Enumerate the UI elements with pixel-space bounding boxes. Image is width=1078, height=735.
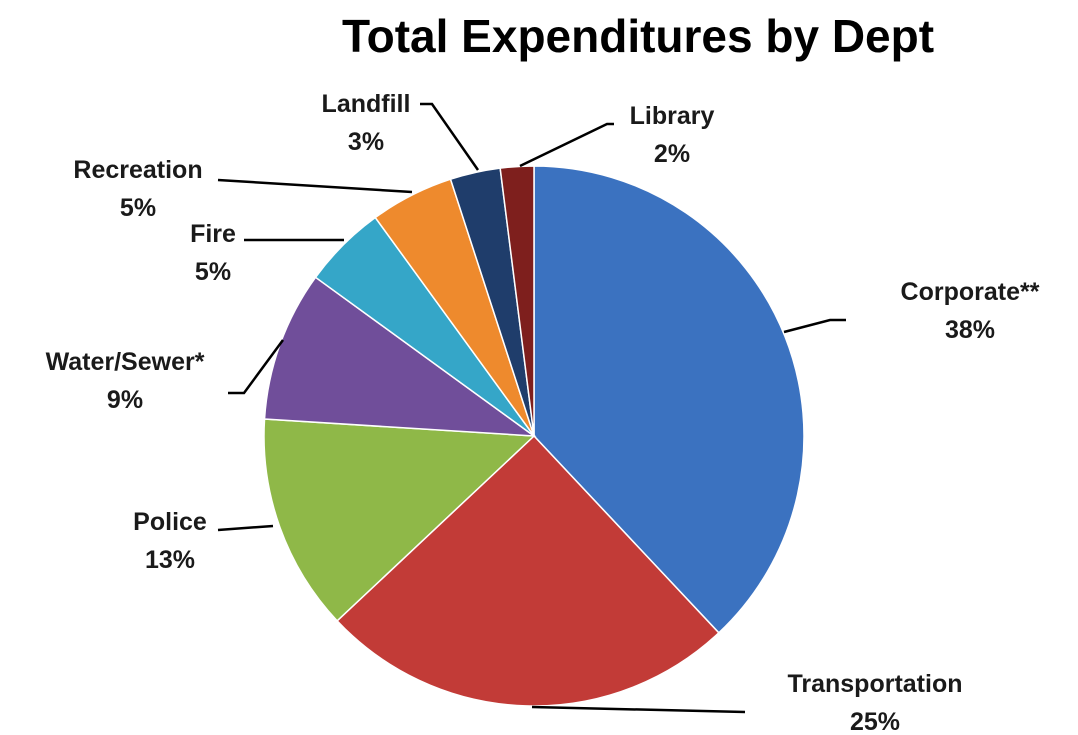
pie-slice-corporate	[533, 165, 805, 634]
slice-percent-label: 13%	[145, 546, 195, 574]
slice-label: Landfill	[322, 90, 411, 118]
pie-slice-police	[263, 418, 536, 622]
slice-percent-label: 5%	[195, 258, 231, 286]
leader-line	[217, 524, 274, 532]
slice-label: Transportation	[787, 670, 962, 698]
slice-percent-label: 3%	[348, 128, 384, 156]
pie-slice-library	[499, 165, 535, 437]
slice-percent-label: 25%	[850, 708, 900, 735]
slice-label: Fire	[190, 220, 236, 248]
slice-label: Water/Sewer*	[46, 348, 205, 376]
leader-line	[228, 339, 285, 395]
slice-label: Corporate**	[901, 278, 1040, 306]
slice-label: Library	[630, 102, 715, 130]
slice-percent-label: 9%	[107, 386, 143, 414]
pie-slices	[263, 165, 805, 707]
slice-label: Police	[133, 508, 207, 536]
leader-line	[420, 102, 480, 171]
pie-slice-transportation	[336, 434, 720, 707]
slice-percent-label: 5%	[120, 194, 156, 222]
leader-line	[519, 122, 614, 168]
leader-lines	[217, 102, 846, 714]
slice-labels: Corporate** 38% Transportation 25% Police 13%…	[46, 90, 1040, 735]
slice-percent-label: 38%	[945, 316, 995, 344]
leader-line	[783, 318, 846, 334]
leader-line	[217, 178, 413, 194]
chart-title: Total Expenditures by Dept	[342, 10, 934, 62]
leader-line	[531, 705, 746, 714]
slice-percent-label: 2%	[654, 140, 690, 168]
slice-label: Recreation	[73, 156, 202, 184]
